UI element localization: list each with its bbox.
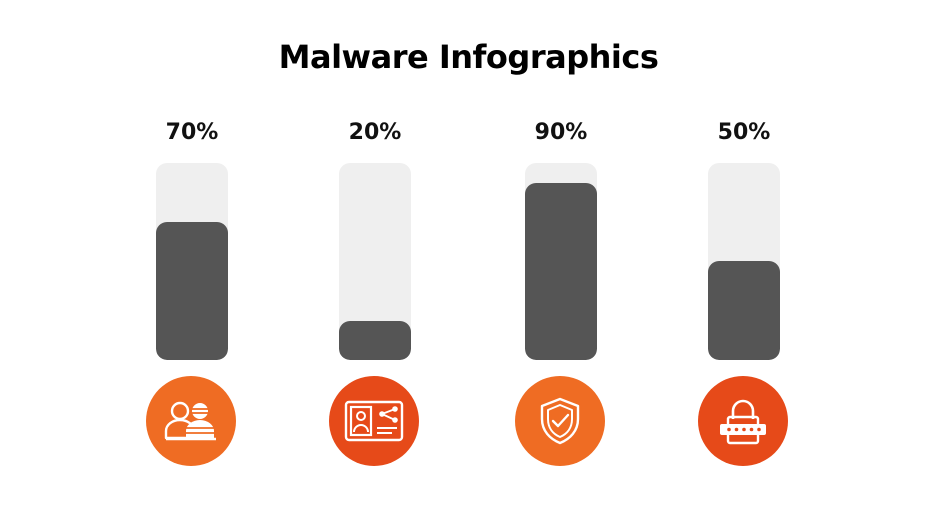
bar-track — [708, 163, 780, 360]
bar-track — [525, 163, 597, 360]
bar — [156, 222, 228, 360]
circle-badge — [515, 376, 605, 466]
bar — [708, 261, 780, 360]
circle-badge — [698, 376, 788, 466]
data-label: 90% — [534, 120, 588, 145]
bar-track — [339, 163, 411, 360]
circle-badge — [146, 376, 236, 466]
circle-badge — [329, 376, 419, 466]
data-label: 50% — [717, 120, 771, 145]
page-title: Malware Infographics — [278, 38, 659, 76]
bar-track — [156, 163, 228, 360]
users-icon — [164, 401, 216, 441]
data-label: 70% — [165, 120, 219, 145]
shield-check-icon — [540, 397, 580, 445]
padlock-password-icon — [720, 399, 766, 445]
id-card-share-icon — [344, 400, 404, 442]
data-label: 20% — [348, 120, 402, 145]
bar — [339, 321, 411, 360]
bar — [525, 183, 597, 360]
